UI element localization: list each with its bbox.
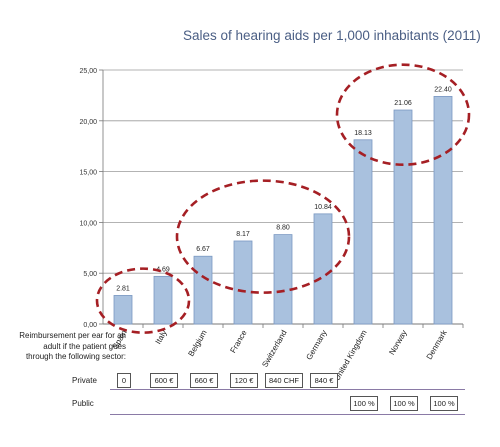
- value-label: 21.06: [394, 100, 412, 107]
- value-label: 6.67: [196, 246, 210, 253]
- group-ellipse: [335, 63, 471, 167]
- private-cell: 840 €: [310, 373, 338, 388]
- bar: [353, 139, 373, 325]
- group-ellipse: [95, 267, 191, 334]
- x-tick-label: Germany: [304, 329, 328, 362]
- bar: [273, 234, 293, 325]
- private-cell: 0: [117, 373, 131, 388]
- value-label: 4.69: [156, 266, 170, 273]
- value-label: 10.84: [314, 204, 332, 211]
- bar: [193, 255, 213, 325]
- public-cell: 100 %: [390, 396, 418, 411]
- value-label: 8.17: [236, 231, 250, 238]
- private-cell: 120 €: [230, 373, 258, 388]
- x-tick-label: France: [228, 328, 249, 355]
- value-label: 8.80: [276, 225, 290, 232]
- chart-title: Sales of hearing aids per 1,000 inhabita…: [183, 28, 481, 43]
- y-tick-label: 15,00: [79, 170, 97, 177]
- value-label: 18.13: [354, 130, 372, 137]
- bar: [153, 275, 173, 325]
- bar: [433, 96, 453, 325]
- x-tick-label: Switzerland: [260, 329, 288, 369]
- x-tick-label: Belgium: [186, 328, 208, 358]
- private-cell: 840 CHF: [265, 373, 303, 388]
- bar: [393, 109, 413, 325]
- public-row-label: Public: [72, 399, 94, 408]
- private-cell: 660 €: [190, 373, 218, 388]
- x-tick-label: Norway: [387, 329, 408, 357]
- value-label: 2.81: [116, 285, 130, 292]
- bar: [113, 295, 133, 325]
- value-label: 22.40: [434, 86, 452, 93]
- public-cell: 100 %: [350, 396, 378, 411]
- public-row-divider: [110, 414, 465, 415]
- reimbursement-note: Reimbursement per ear for an adult if th…: [19, 331, 126, 361]
- private-row-divider: [110, 389, 465, 390]
- public-cell: 100 %: [430, 396, 458, 411]
- private-cell: 600 €: [150, 373, 178, 388]
- bar: [313, 213, 333, 325]
- y-tick-label: 5,00: [83, 271, 97, 278]
- x-tick-label: Denmark: [425, 328, 450, 361]
- y-tick-label: 25,00: [79, 68, 97, 75]
- y-tick-label: 0,00: [83, 322, 97, 329]
- private-row-label: Private: [72, 376, 97, 385]
- bar: [233, 240, 253, 325]
- group-ellipse: [175, 179, 351, 294]
- y-tick-label: 10,00: [79, 220, 97, 227]
- y-tick-label: 20,00: [79, 119, 97, 126]
